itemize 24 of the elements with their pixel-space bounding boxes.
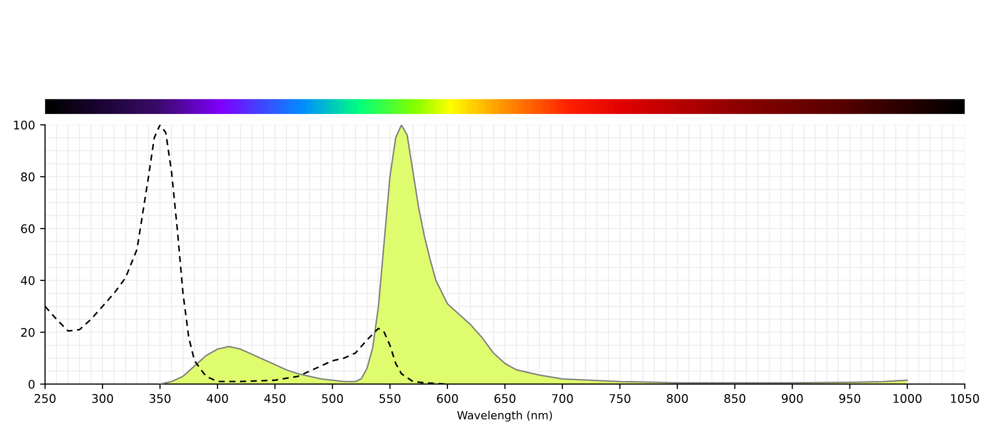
- x-tick-label: 350: [150, 394, 170, 403]
- x-tick-label: 300: [92, 394, 114, 403]
- x-tick-label: 450: [264, 394, 286, 403]
- x-tick-label: 950: [839, 394, 860, 403]
- x-tick-label: 700: [552, 394, 573, 403]
- x-tick-label: 1000: [894, 394, 922, 403]
- y-tick-label: 0: [28, 380, 35, 389]
- x-axis-title: Wavelength (nm): [457, 410, 552, 422]
- x-tick-label: 1050: [951, 394, 979, 403]
- y-tick-label: 100: [14, 120, 35, 130]
- x-tick-label: 800: [666, 394, 688, 403]
- x-tick-label: 600: [436, 394, 458, 403]
- x-tick-label: 500: [322, 394, 343, 403]
- x-tick-label: 250: [34, 394, 56, 403]
- y-tick-label: 40: [20, 276, 35, 286]
- x-tick-label: 850: [724, 394, 746, 403]
- x-tick-label: 400: [206, 394, 228, 403]
- y-tick-label: 80: [21, 172, 35, 182]
- y-tick-label: 60: [21, 224, 35, 234]
- x-tick-label: 750: [610, 394, 630, 403]
- x-tick-label: 550: [380, 394, 400, 403]
- y-tick-label: 20: [21, 328, 35, 337]
- x-tick-label: 650: [494, 394, 516, 403]
- x-tick-label: 900: [782, 394, 803, 403]
